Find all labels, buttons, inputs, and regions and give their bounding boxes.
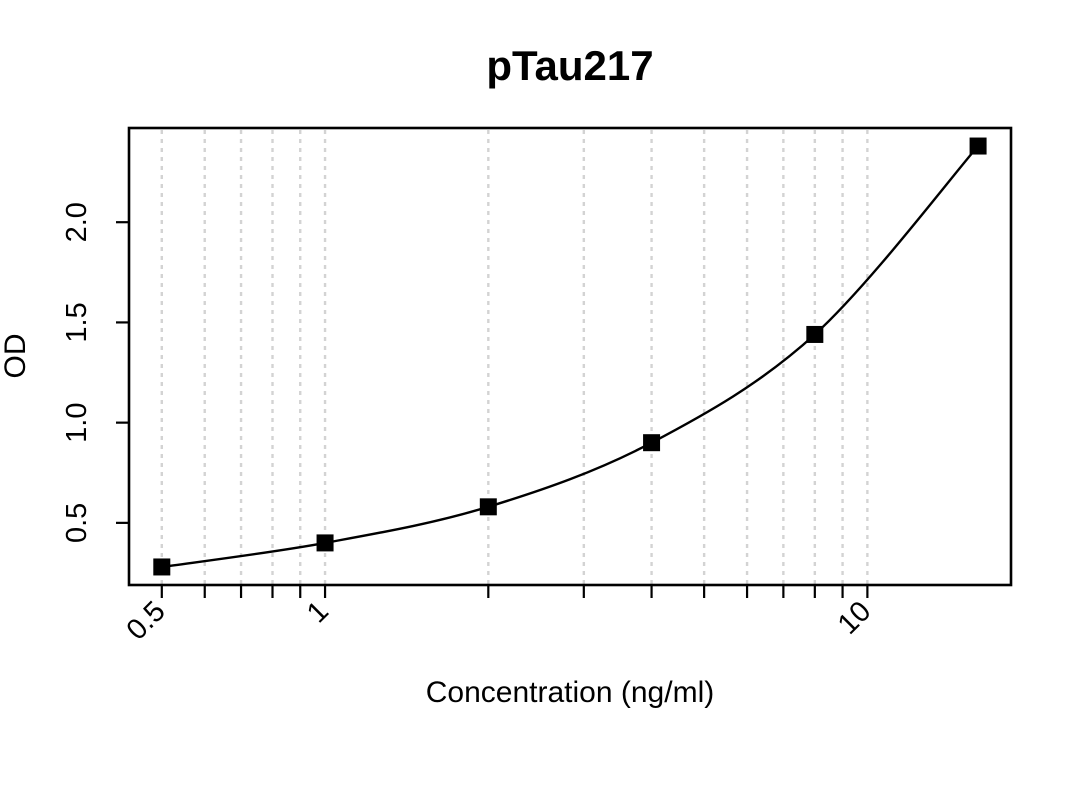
- y-tick-label: 2.0: [61, 202, 93, 242]
- y-tick-label: 1.5: [61, 302, 93, 342]
- x-tick-label: 0.5: [121, 595, 172, 646]
- data-point-marker: [643, 434, 661, 452]
- x-axis-label: Concentration (ng/ml): [425, 676, 715, 709]
- plot-box: [127, 126, 1013, 587]
- standard-curve-line: [161, 145, 980, 569]
- data-point-marker: [316, 534, 334, 552]
- data-point-marker: [153, 558, 171, 576]
- chart-title: pTau217: [486, 42, 654, 89]
- data-point-marker: [969, 137, 987, 155]
- y-tick-label: 0.5: [61, 503, 93, 543]
- data-point-marker: [806, 325, 824, 343]
- y-tick-label: 1.0: [61, 402, 93, 442]
- data-point-marker: [479, 498, 497, 516]
- x-tick-label: 1: [301, 595, 335, 629]
- x-tick-label: 10: [832, 595, 877, 640]
